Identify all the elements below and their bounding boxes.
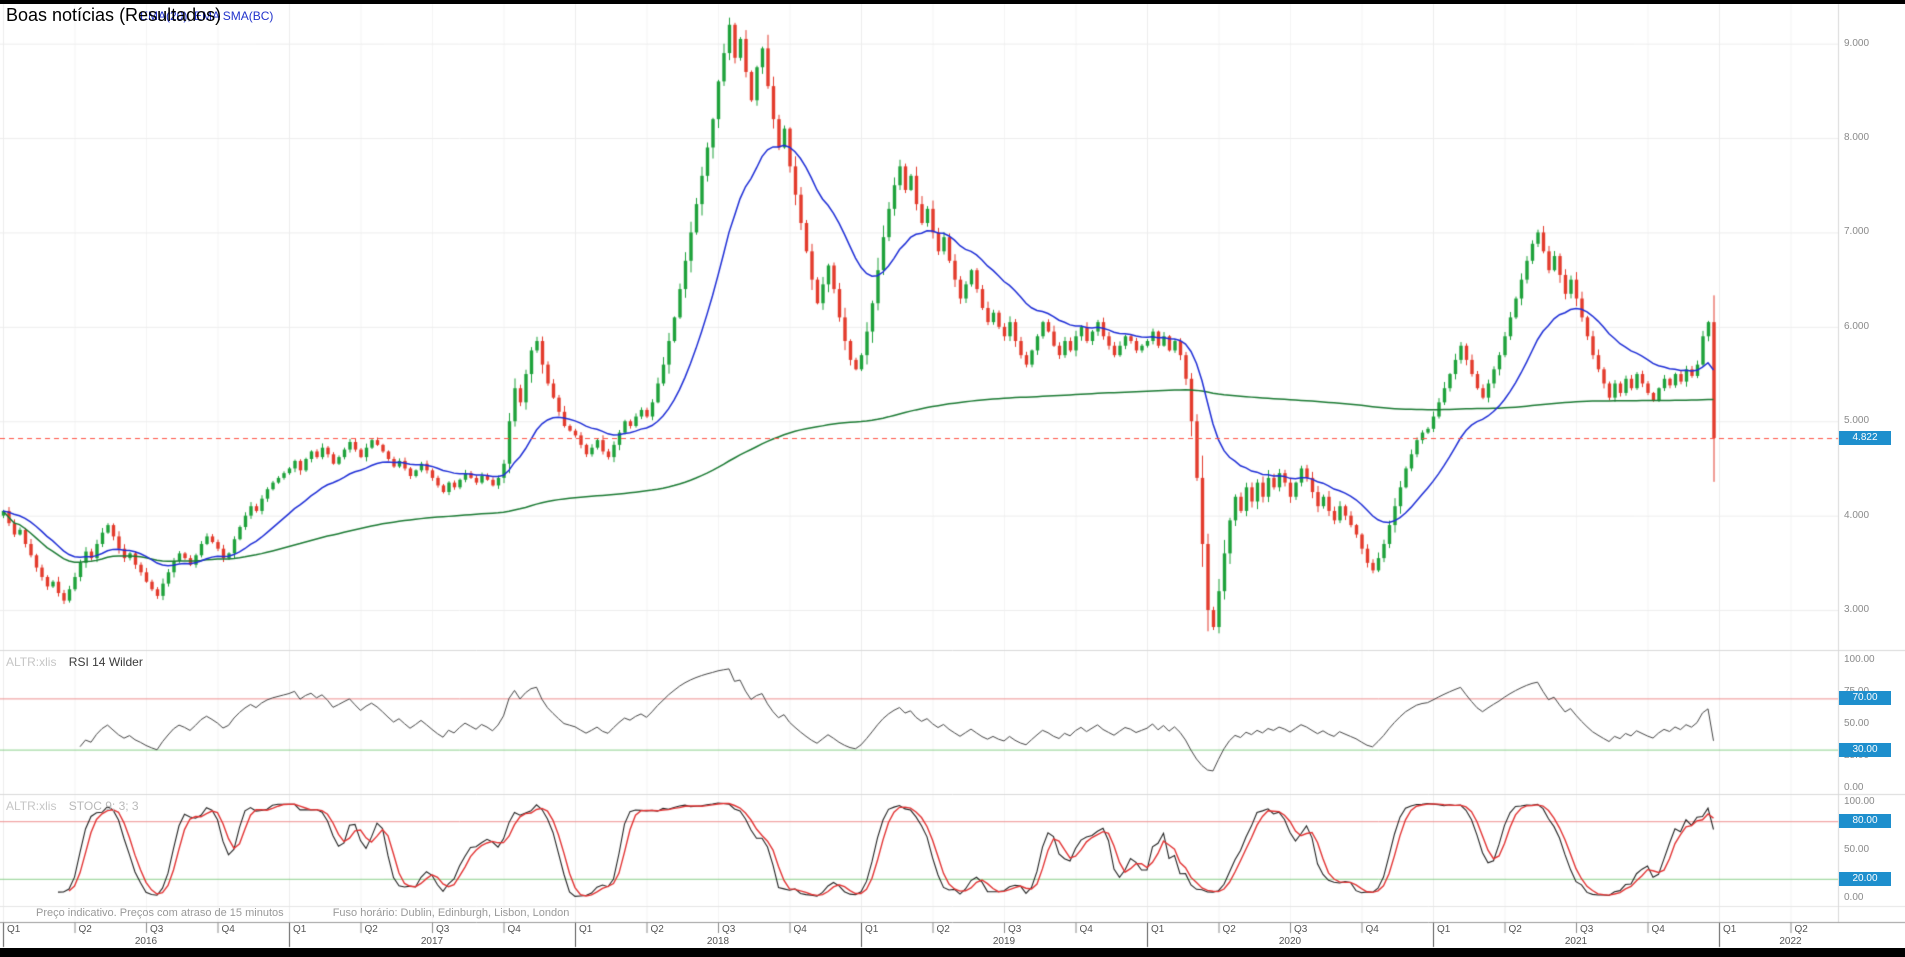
stochastic-axis-tick: 50.00 xyxy=(1844,844,1870,855)
rsi-axis-tick: 100.00 xyxy=(1844,654,1875,665)
quarter-label: Q1 xyxy=(579,924,593,935)
rsi-axis-tick: 50.00 xyxy=(1844,718,1870,729)
top-border xyxy=(0,0,1905,4)
stochastic-axis-tick: 0.00 xyxy=(1844,892,1864,903)
price-axis-tick: 4.000 xyxy=(1844,509,1870,521)
quarter-label: Q2 xyxy=(364,924,378,935)
price-axis-tick: 9.000 xyxy=(1844,37,1870,49)
year-label: 2020 xyxy=(1278,936,1302,947)
quarter-label: Q4 xyxy=(1079,924,1093,935)
quarter-label: Q2 xyxy=(1794,924,1808,935)
year-label: 2021 xyxy=(1564,936,1588,947)
quarter-label: Q1 xyxy=(1723,924,1737,935)
quarter-label: Q1 xyxy=(7,924,21,935)
annotation-title: Boas notícias (Resultados) xyxy=(6,5,222,25)
quarter-label: Q1 xyxy=(1437,924,1451,935)
instrument-label: ALTR:xlis xyxy=(6,799,57,813)
quarter-label: Q3 xyxy=(722,924,736,935)
quarter-label: Q4 xyxy=(1651,924,1665,935)
quarter-label: Q3 xyxy=(1008,924,1022,935)
rsi-upper-level-badge: 70.00 xyxy=(1839,691,1891,706)
quarter-label: Q2 xyxy=(1222,924,1236,935)
stochastic-indicator-label: STOC 9; 3; 3 xyxy=(68,799,139,813)
quarter-label: Q3 xyxy=(1580,924,1594,935)
quarter-label: Q3 xyxy=(150,924,164,935)
bottom-border xyxy=(0,948,1905,957)
quarter-label: Q2 xyxy=(936,924,950,935)
stochastic-lower-level-badge: 20.00 xyxy=(1839,871,1891,886)
quarter-label: Q1 xyxy=(293,924,307,935)
stochastic-axis-tick: 100.00 xyxy=(1844,796,1875,807)
stochastic-panel-header: ALTR:xlis STOC 9; 3; 3 xyxy=(6,799,139,813)
stochastic-upper-level-badge: 80.00 xyxy=(1839,814,1891,829)
overlay-indicator-legend: EMA(20), EMA SMA(BC) xyxy=(140,9,274,23)
chart-footer: Preço indicativo. Preços com atraso de 1… xyxy=(36,907,569,919)
price-axis-tick: 5.000 xyxy=(1844,415,1870,427)
rsi-axis-tick: 0.00 xyxy=(1844,782,1864,793)
year-label: 2016 xyxy=(134,936,158,947)
price-axis-tick: 8.000 xyxy=(1844,132,1870,144)
last-price-badge: 4.822 xyxy=(1839,431,1891,446)
quarter-label: Q4 xyxy=(221,924,235,935)
quarter-label: Q1 xyxy=(865,924,879,935)
quarter-label: Q2 xyxy=(650,924,664,935)
rsi-indicator-label: RSI 14 Wilder xyxy=(68,655,143,669)
rsi-lower-level-badge: 30.00 xyxy=(1839,742,1891,757)
timezone-notice: Fuso horário: Dublin, Edinburgh, Lisbon,… xyxy=(332,907,570,919)
price-axis-tick: 3.000 xyxy=(1844,604,1870,616)
quarter-label: Q4 xyxy=(507,924,521,935)
quarter-label: Q3 xyxy=(1294,924,1308,935)
quarter-label: Q3 xyxy=(436,924,450,935)
price-axis-tick: 7.000 xyxy=(1844,226,1870,238)
year-label: 2022 xyxy=(1779,936,1802,947)
year-label: 2019 xyxy=(992,936,1016,947)
rsi-panel-header: ALTR:xlis RSI 14 Wilder xyxy=(6,655,143,669)
year-label: 2017 xyxy=(420,936,444,947)
price-delay-notice: Preço indicativo. Preços com atraso de 1… xyxy=(36,907,284,919)
quarter-label: Q4 xyxy=(1365,924,1379,935)
quarter-label: Q2 xyxy=(1508,924,1522,935)
quarter-label: Q4 xyxy=(793,924,807,935)
price-axis-tick: 6.000 xyxy=(1844,320,1870,332)
quarter-label: Q2 xyxy=(78,924,92,935)
year-label: 2018 xyxy=(706,936,730,947)
quarter-label: Q1 xyxy=(1151,924,1165,935)
instrument-label: ALTR:xlis xyxy=(6,655,57,669)
